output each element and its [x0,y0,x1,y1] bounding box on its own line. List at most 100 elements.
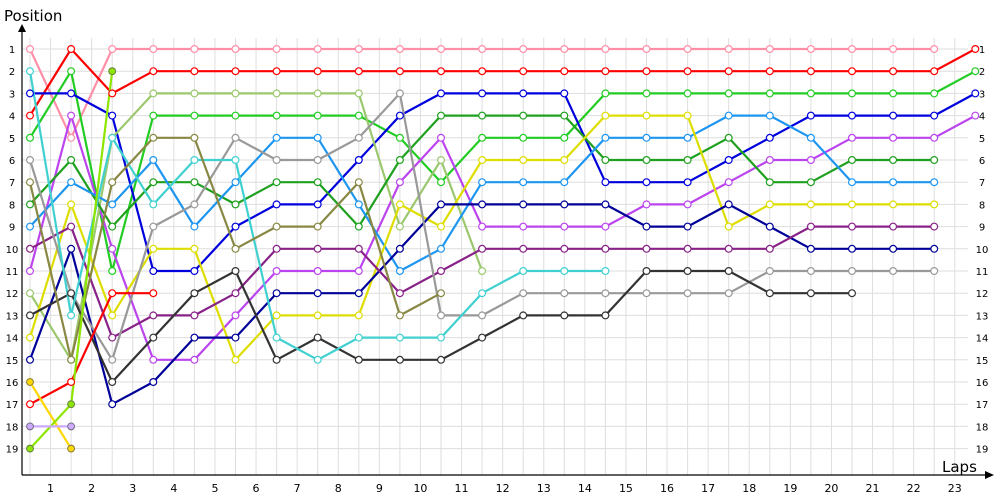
y-tick-label-left: 1 [9,45,15,56]
data-point [313,289,322,298]
data-point [67,133,76,142]
data-point [313,178,322,187]
data-point [26,133,35,142]
data-point [560,89,569,98]
data-point [313,156,322,165]
data-point [601,156,610,165]
data-point [724,178,733,187]
data-point [231,111,240,120]
data-point [190,111,199,120]
data-point [313,111,322,120]
data-point [190,89,199,98]
data-point [108,89,117,98]
y-tick-label-left: 6 [9,156,15,167]
data-point [478,222,487,231]
data-point [354,133,363,142]
x-tick-label: 3 [129,482,136,495]
series-line-5 [28,114,976,361]
series-line-6 [29,92,484,361]
x-tick-label: 10 [413,482,427,495]
data-point [108,378,117,387]
data-point [395,44,404,53]
data-point [478,289,487,298]
data-point [190,244,199,253]
data-point [354,355,363,364]
data-point [149,378,158,387]
x-tick-label: 20 [824,482,838,495]
y-tick-label-left: 8 [9,200,15,211]
data-point [437,89,446,98]
data-point [683,200,692,209]
data-point [437,178,446,187]
data-point [149,111,158,120]
data-point [67,244,76,253]
data-point [67,200,76,209]
data-point [231,44,240,53]
data-point [395,355,404,364]
grid [22,38,968,475]
data-point [395,133,404,142]
data-point [149,178,158,187]
data-point [642,133,651,142]
data-point [437,156,446,165]
data-point [478,89,487,98]
data-point [478,244,487,253]
y-tick-label-right: 5 [979,134,985,145]
data-point [971,44,980,53]
data-point [190,355,199,364]
data-point [765,200,774,209]
data-point [26,156,35,165]
data-point [560,178,569,187]
data-point [560,111,569,120]
data-point [724,267,733,276]
data-point [560,156,569,165]
data-point [930,44,939,53]
data-point [601,89,610,98]
data-point [67,355,76,364]
y-tick-label-left: 4 [9,112,15,123]
data-point [889,156,898,165]
data-point [313,67,322,76]
data-point [519,89,528,98]
data-point [231,67,240,76]
data-point [395,222,404,231]
data-point [437,355,446,364]
data-point [395,244,404,253]
data-point [395,89,404,98]
data-point [313,133,322,142]
data-point [437,267,446,276]
data-point [231,156,240,165]
data-point [26,178,35,187]
data-point [847,111,856,120]
data-point [683,267,692,276]
data-point [313,44,322,53]
data-point [395,289,404,298]
data-point [190,311,199,320]
data-point [354,311,363,320]
data-point [519,289,528,298]
data-point [395,156,404,165]
data-point [272,355,281,364]
data-point [231,244,240,253]
data-point [190,156,199,165]
y-axis-arrow [18,24,26,32]
data-point [437,44,446,53]
data-point-filled [67,400,75,409]
data-point [478,267,487,276]
x-tick-label: 17 [701,482,715,495]
data-point [108,267,117,276]
data-point [395,111,404,120]
y-tick-label-left: 3 [9,89,15,100]
data-point [272,67,281,76]
data-point [67,89,76,98]
data-point [889,178,898,187]
data-point [642,156,651,165]
data-point [108,178,117,187]
data-point [930,89,939,98]
data-point [437,311,446,320]
data-point [930,111,939,120]
y-tick-label-right: 19 [976,445,989,456]
data-point [683,289,692,298]
data-point [26,222,35,231]
